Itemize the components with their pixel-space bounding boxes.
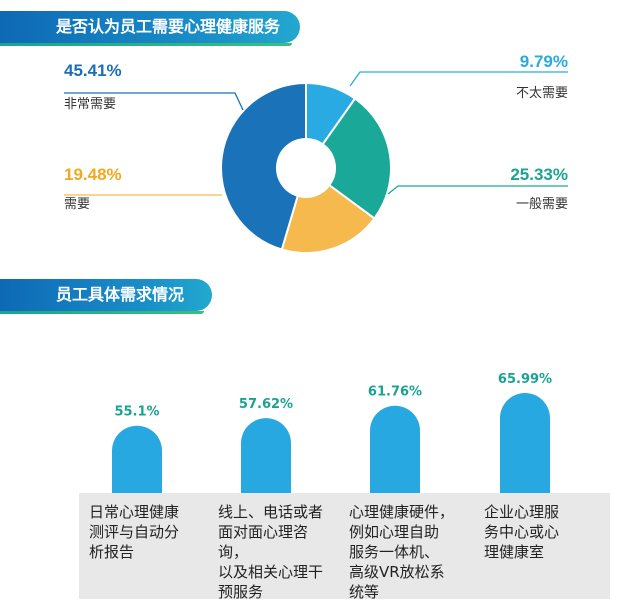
caption-line: 企业心理服: [484, 503, 560, 521]
bar-category-caption-1: 线上、电话或者面对面心理咨询， 以及相关心理干 预服务: [208, 493, 344, 601]
caption-line: 高级VR放松系: [349, 563, 445, 581]
bar-value-label-1: 57.62%: [239, 397, 293, 412]
donut-slice-3: [220, 81, 307, 251]
donut-leader-line-0: [349, 71, 568, 87]
donut-leader-line-1: [387, 185, 568, 195]
donut-value-label-0: 9.79%: [520, 52, 568, 71]
donut-category-label-1: 一般需要: [516, 196, 568, 212]
bar-value-label-3: 65.99%: [498, 372, 552, 387]
caption-line: 统等: [349, 583, 380, 601]
caption-line: 测评与自动分: [89, 523, 180, 541]
bar-chart: 55.1% 57.62% 61.76% 65.99%: [112, 372, 552, 495]
caption-line: 线上、电话或者: [218, 503, 324, 521]
donut-category-label-0: 不太需要: [516, 86, 568, 101]
donut-value-label-3: 45.41%: [64, 61, 122, 80]
bar-1: [241, 418, 291, 495]
section1-title: 是否认为员工需要心理健康服务: [56, 17, 281, 36]
bar-category-caption-3: 企业心理服务中心或心理健康室: [474, 493, 610, 599]
caption-line: 务中心或心: [484, 523, 560, 541]
donut-slice-1: [321, 97, 392, 220]
caption-line: 心理健康硬件，: [349, 503, 455, 521]
donut-slice-2: [280, 183, 376, 254]
section2-banner-underline: [0, 311, 204, 314]
caption-line: 析报告: [89, 543, 135, 561]
caption-line: 以及相关心理干: [218, 563, 324, 581]
donut-leader-line-3: [64, 92, 244, 111]
bar-3: [500, 393, 550, 495]
donut-labels: 9.79% 不太需要 25.33% 一般需要 19.48% 需要 45.41% 非常需要: [64, 52, 568, 212]
donut-value-label-2: 19.48%: [64, 165, 122, 184]
donut-value-label-1: 25.33%: [510, 165, 568, 184]
donut-chart: [220, 81, 392, 254]
section1-banner: 是否认为员工需要心理健康服务: [0, 11, 300, 46]
bar-value-label-0: 55.1%: [114, 405, 159, 420]
caption-line: 面对面心理咨询，: [218, 523, 309, 561]
bar-2: [370, 405, 420, 495]
bar-value-label-2: 61.76%: [368, 385, 422, 400]
donut-category-label-3: 非常需要: [64, 97, 116, 112]
caption-line: 例如心理自助: [349, 523, 440, 541]
bar-0: [112, 425, 162, 495]
donut-category-label-2: 需要: [64, 197, 90, 212]
caption-line: 服务一体机、: [349, 543, 440, 561]
section2-title: 员工具体需求情况: [56, 285, 185, 304]
caption-line: 预服务: [218, 583, 264, 601]
section1-banner-underline: [0, 43, 292, 46]
bar-category-caption-2: 心理健康硬件， 例如心理自助 服务一体机、 高级VR放松系 统等: [339, 493, 475, 601]
bar-category-caption-0: 日常心理健康 测评与自动分 析报告: [79, 493, 215, 599]
caption-line: 日常心理健康: [89, 503, 180, 521]
section2-banner: 员工具体需求情况: [0, 279, 212, 314]
caption-line: 理健康室: [484, 543, 545, 561]
